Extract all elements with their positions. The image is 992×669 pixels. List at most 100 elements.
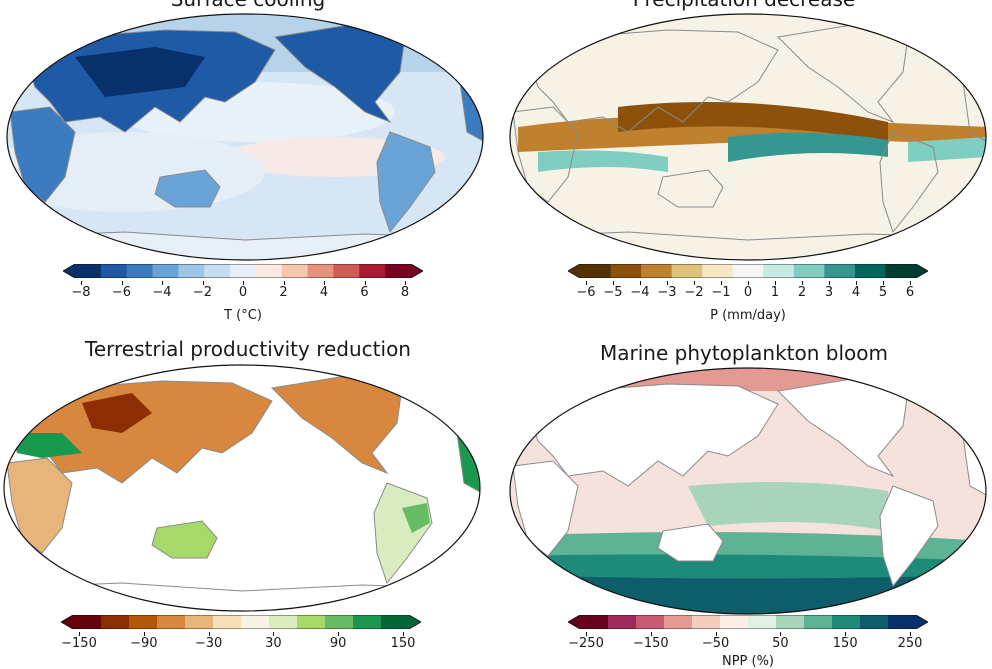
colorbar-tick-label: 6 bbox=[905, 285, 915, 300]
colorbar-tick-mark bbox=[650, 632, 652, 636]
panel-title: Terrestrial productivity reduction bbox=[85, 337, 411, 361]
colorbar-tick-mark bbox=[273, 632, 275, 636]
colorbar-tick-mark bbox=[586, 281, 587, 285]
colorbar-segment bbox=[580, 264, 612, 278]
colorbar-segment bbox=[732, 264, 764, 278]
colorbar-segment bbox=[213, 615, 242, 629]
panel-terrestrial-productivity: Terrestrial productivity reduction −150−… bbox=[0, 330, 496, 660]
marine-npp-colorbar-ticks: −250 −150 −50 50 150 250 bbox=[496, 632, 992, 652]
colorbar-tick-label: −8 bbox=[71, 285, 91, 300]
colorbar-extend-min bbox=[61, 615, 73, 629]
colorbar-extend-max bbox=[409, 615, 421, 629]
colorbar-tick-label: 4 bbox=[319, 285, 329, 300]
colorbar-segment bbox=[75, 264, 102, 278]
colorbar-tick-label: −50 bbox=[701, 636, 730, 651]
panel-title: Marine phytoplankton bloom bbox=[600, 341, 888, 365]
colorbar-tick-mark bbox=[715, 632, 717, 636]
colorbar-segment bbox=[101, 615, 130, 629]
colorbar-extend-max bbox=[411, 264, 423, 278]
marine-npp-map bbox=[509, 367, 987, 615]
colorbar-tick-mark bbox=[613, 281, 614, 285]
colorbar-segment bbox=[353, 615, 382, 629]
terrestrial-npp-colorbar-ticks: −150 −90 −30 30 90 150 bbox=[0, 632, 496, 652]
colorbar-tick-label: −2 bbox=[684, 285, 704, 300]
colorbar-segment bbox=[854, 264, 886, 278]
colorbar-segment bbox=[832, 615, 861, 629]
colorbar-tick-mark bbox=[748, 281, 749, 285]
colorbar-tick-label: 3 bbox=[824, 285, 834, 300]
panel-precipitation-decrease: Precipitation decrease −6 −5 −4 −3 −2 −1 0 1 2 3 4… bbox=[496, 0, 992, 330]
colorbar-tick-mark bbox=[143, 632, 145, 636]
colorbar-segment bbox=[241, 615, 270, 629]
colorbar-tick-mark bbox=[208, 632, 210, 636]
colorbar-tick-label: 90 bbox=[329, 636, 347, 651]
colorbar-segment bbox=[73, 615, 102, 629]
colorbar-segment bbox=[692, 615, 721, 629]
colorbar-segment bbox=[885, 264, 917, 278]
colorbar-segment bbox=[269, 615, 298, 629]
colorbar-segment bbox=[748, 615, 777, 629]
colorbar-segment bbox=[204, 264, 231, 278]
colorbar-tick-label: 150 bbox=[832, 636, 858, 651]
colorbar-extend-max bbox=[916, 264, 928, 278]
colorbar-tick-label: 8 bbox=[400, 285, 410, 300]
colorbar-segment bbox=[333, 264, 360, 278]
colorbar-segment bbox=[307, 264, 334, 278]
colorbar-tick-label: 150 bbox=[390, 636, 416, 651]
colorbar-tick-label: 30 bbox=[265, 636, 282, 651]
colorbar-tick-label: 4 bbox=[851, 285, 861, 300]
colorbar-segment bbox=[157, 615, 186, 629]
marine-npp-colorbar bbox=[568, 615, 928, 629]
colorbar-segment bbox=[178, 264, 205, 278]
colorbar-tick-mark bbox=[405, 281, 406, 285]
colorbar-tick-label: −3 bbox=[657, 285, 677, 300]
colorbar-segment bbox=[385, 264, 412, 278]
colorbar-segment bbox=[325, 615, 354, 629]
colorbar-tick-mark bbox=[910, 632, 911, 636]
colorbar-segment bbox=[720, 615, 749, 629]
colorbar-tick-label: 2 bbox=[279, 285, 288, 300]
colorbar-tick-mark bbox=[667, 281, 668, 285]
colorbar-label: NPP (%) bbox=[721, 654, 775, 669]
colorbar-extend-min bbox=[568, 615, 580, 629]
colorbar-segment bbox=[580, 615, 609, 629]
colorbar-tick-label: −150 bbox=[632, 636, 669, 651]
colorbar-label: P (mm/day) bbox=[710, 308, 786, 323]
colorbar-tick-label: 250 bbox=[897, 636, 923, 651]
temperature-colorbar-ticks: −8 −6 −4 −2 0 2 4 6 8 bbox=[0, 281, 496, 301]
colorbar-segment bbox=[824, 264, 856, 278]
colorbar-segment bbox=[126, 264, 154, 278]
panel-title: Surface cooling bbox=[0, 0, 496, 11]
colorbar-segment bbox=[381, 615, 410, 629]
colorbar-segment bbox=[671, 264, 703, 278]
colorbar-segment bbox=[100, 264, 128, 278]
colorbar-label: T (°C) bbox=[224, 308, 262, 323]
colorbar-tick-label: 0 bbox=[743, 285, 753, 300]
colorbar-tick-mark bbox=[79, 632, 80, 636]
colorbar-tick-label: −30 bbox=[194, 636, 223, 651]
colorbar-tick-label: 1 bbox=[770, 285, 780, 300]
panel-surface-cooling: Surface cooling bbox=[0, 0, 496, 330]
colorbar-tick-mark bbox=[364, 281, 366, 285]
colorbar-tick-mark bbox=[694, 281, 695, 285]
colorbar-segment bbox=[359, 264, 386, 278]
colorbar-segment bbox=[776, 615, 805, 629]
colorbar-tick-mark bbox=[338, 632, 340, 636]
colorbar-extend-max bbox=[916, 615, 928, 629]
surface-temperature-map bbox=[6, 13, 484, 261]
colorbar-tick-mark bbox=[243, 281, 244, 285]
colorbar-segment bbox=[610, 264, 642, 278]
colorbar-segment bbox=[230, 264, 257, 278]
colorbar-segment bbox=[636, 615, 665, 629]
precipitation-map bbox=[509, 13, 987, 261]
colorbar-tick-label: −4 bbox=[152, 285, 172, 300]
colorbar-tick-label: 6 bbox=[360, 285, 369, 300]
colorbar-tick-mark bbox=[586, 632, 587, 636]
colorbar-tick-mark bbox=[81, 281, 82, 285]
colorbar-segment bbox=[281, 264, 309, 278]
colorbar-tick-mark bbox=[121, 281, 123, 285]
colorbar-tick-mark bbox=[883, 281, 884, 285]
colorbar-tick-mark bbox=[721, 281, 722, 285]
colorbar-tick-mark bbox=[162, 281, 163, 285]
colorbar-segment bbox=[152, 264, 179, 278]
